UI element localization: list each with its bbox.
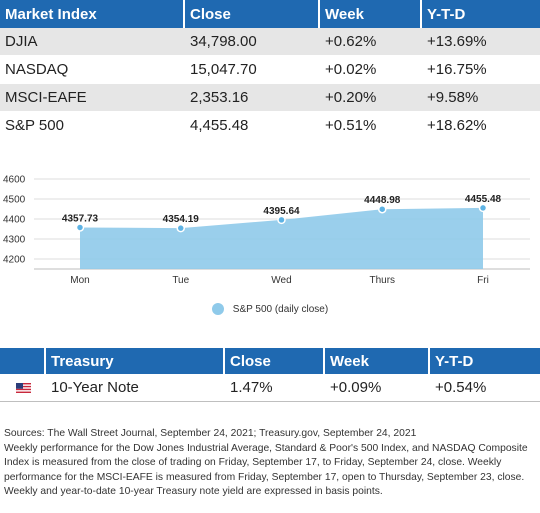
index-ytd: +18.62%: [427, 117, 487, 134]
index-close: 2,353.16: [190, 89, 249, 106]
treasury-table-header: Treasury Close Week Y-T-D: [0, 348, 540, 374]
table-row: S&P 500 4,455.48 +0.51% +18.62%: [0, 112, 540, 140]
sources-line: Sources: The Wall Street Journal, Septem…: [4, 428, 417, 439]
series-area: [80, 207, 483, 269]
us-flag-icon: [15, 382, 31, 393]
y-tick-label: 4200: [3, 255, 26, 266]
chart-legend: S&P 500 (daily close): [0, 303, 540, 315]
header-ytd: Y-T-D: [435, 352, 474, 370]
table-row: DJIA 34,798.00 +0.62% +13.69%: [0, 28, 540, 56]
index-ytd: +9.58%: [427, 89, 479, 106]
index-name: DJIA: [5, 33, 38, 50]
header-week: Week: [320, 0, 422, 28]
market-index-table: Market Index Close Week Y-T-D DJIA 34,79…: [0, 0, 540, 140]
data-label: 4448.98: [364, 195, 401, 206]
data-point: [478, 203, 488, 213]
index-close: 4,455.48: [190, 117, 249, 134]
methodology-note: Weekly performance for the Dow Jones Ind…: [4, 442, 528, 498]
index-close: 15,047.70: [190, 61, 257, 78]
legend-label: S&P 500 (daily close): [232, 303, 329, 315]
index-week: +0.62%: [325, 33, 377, 50]
table-row: 10-Year Note 1.47% +0.09% +0.54%: [0, 374, 540, 402]
data-point: [277, 215, 286, 225]
index-name: MSCI-EAFE: [5, 89, 87, 106]
treasury-ytd: +0.54%: [435, 379, 487, 396]
x-tick-label: Fri: [477, 275, 489, 286]
source-notes: Sources: The Wall Street Journal, Septem…: [4, 427, 536, 500]
data-label: 4354.19: [163, 214, 200, 225]
index-name: NASDAQ: [5, 61, 69, 78]
header-week: Week: [325, 348, 430, 374]
y-tick-label: 4600: [3, 175, 26, 186]
y-tick-label: 4300: [3, 235, 26, 246]
treasury-week: +0.09%: [330, 379, 382, 396]
sp500-area-chart: 4200 4300 4400 4500 4600 4357.73 Mon 4354.19 Tue…: [3, 175, 530, 286]
treasury-close: 1.47%: [230, 379, 273, 396]
header-ytd: Y-T-D: [427, 5, 466, 23]
us-flag-icon: [0, 374, 46, 401]
header-close: Close: [225, 348, 325, 374]
data-label: 4357.73: [62, 213, 99, 224]
header-flag-spacer: [0, 348, 46, 374]
index-ytd: +16.75%: [427, 61, 487, 78]
index-week: +0.51%: [325, 117, 377, 134]
data-label: 4455.48: [465, 194, 502, 205]
x-tick-label: Thurs: [369, 275, 395, 286]
y-tick-label: 4400: [3, 215, 26, 226]
x-tick-label: Mon: [70, 275, 89, 286]
data-label: 4395.64: [263, 206, 300, 217]
header-market-index: Market Index: [0, 0, 185, 28]
data-point: [176, 223, 185, 233]
data-point: [75, 223, 85, 232]
table-row: NASDAQ 15,047.70 +0.02% +16.75%: [0, 56, 540, 84]
market-table-header: Market Index Close Week Y-T-D: [0, 0, 540, 28]
index-week: +0.20%: [325, 89, 377, 106]
header-treasury: Treasury: [46, 348, 225, 374]
index-name: S&P 500: [5, 117, 64, 134]
treasury-table: Treasury Close Week Y-T-D 10-Year Note 1…: [0, 348, 540, 402]
index-week: +0.02%: [325, 61, 377, 78]
x-tick-label: Tue: [172, 275, 189, 286]
x-tick-label: Wed: [271, 275, 291, 286]
y-tick-label: 4500: [3, 195, 26, 206]
table-row: MSCI-EAFE 2,353.16 +0.20% +9.58%: [0, 84, 540, 112]
index-close: 34,798.00: [190, 33, 257, 50]
header-close: Close: [185, 0, 320, 28]
treasury-name: 10-Year Note: [51, 379, 139, 396]
legend-swatch: [211, 303, 224, 315]
data-point: [378, 204, 387, 214]
index-ytd: +13.69%: [427, 33, 487, 50]
